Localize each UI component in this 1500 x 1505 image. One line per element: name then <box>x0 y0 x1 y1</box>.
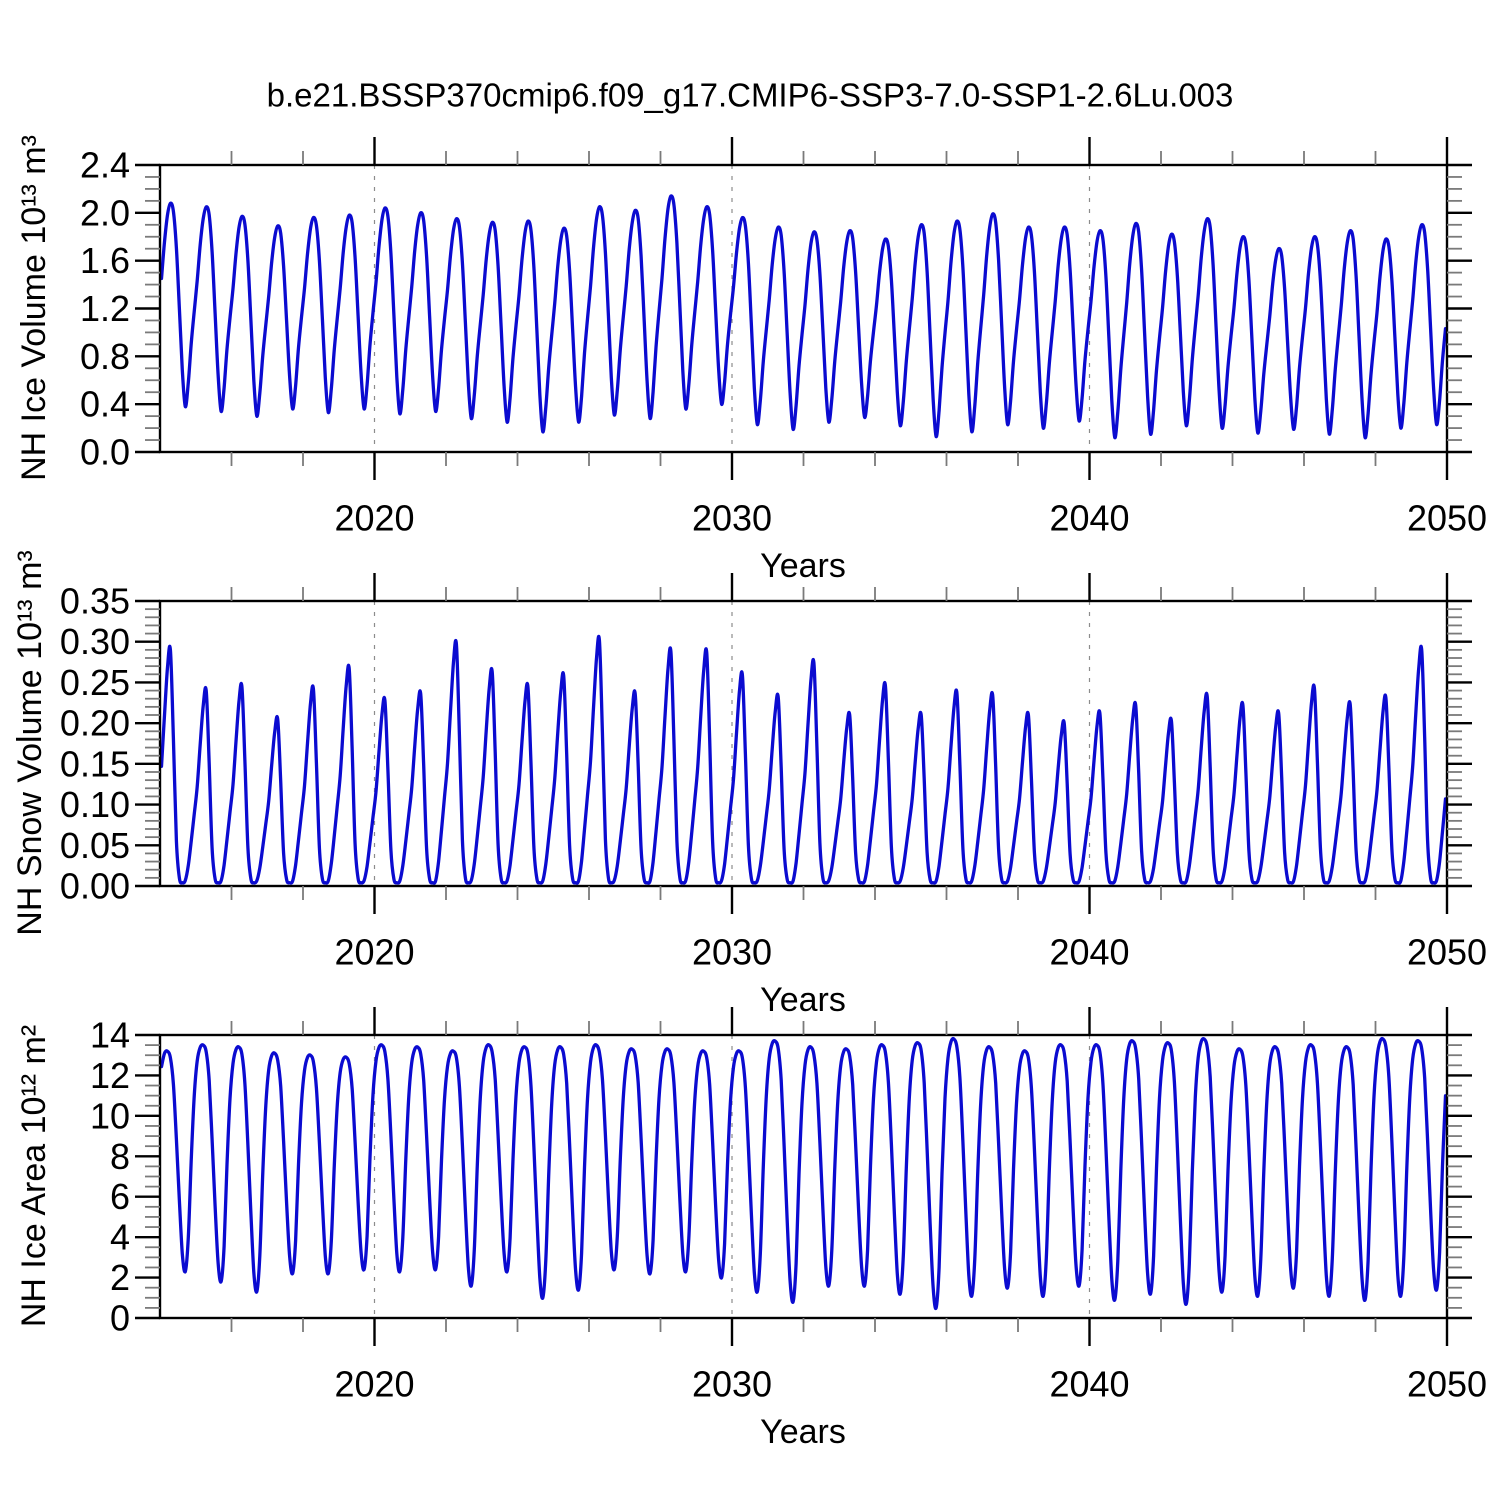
x-tick-label-2040: 2040 <box>1049 1364 1129 1405</box>
nh-snow-volume-line <box>159 634 1448 885</box>
x-tick-label-2020: 2020 <box>334 498 414 539</box>
ice-volume-panel: 2020 2030 2040 2050 0.0 0.4 0.8 1.2 1.6 2.0 2.4 <box>80 137 1487 539</box>
y-tick-label: 0.05 <box>60 825 130 866</box>
ice-area-y-axis-title: NH Ice Area 10¹² m² <box>15 1025 53 1327</box>
y-tick-label: 12 <box>90 1055 130 1096</box>
nh-ice-area-line <box>159 1036 1448 1311</box>
y-tick-label: 0.0 <box>80 432 130 473</box>
y-tick-label: 0.25 <box>60 662 130 703</box>
nh-ice-volume-line <box>159 194 1448 440</box>
y-tick-label: 0.15 <box>60 743 130 784</box>
x-tick-label-2020: 2020 <box>334 1364 414 1405</box>
ice-volume-x-axis-title: Years <box>760 547 846 585</box>
y-tick-label: 0.30 <box>60 621 130 662</box>
x-tick-label-2030: 2030 <box>692 498 772 539</box>
ice-volume-y-axis-title: NH Ice Volume 10¹³ m³ <box>15 135 53 481</box>
y-tick-label: 2.0 <box>80 192 130 233</box>
x-tick-label-2030: 2030 <box>692 932 772 973</box>
snow-volume-x-axis-title: Years <box>760 981 846 1019</box>
snow-volume-panel: 2020 2030 2040 2050 0.000.050.100.150.200.25… <box>60 573 1487 973</box>
y-tick-label: 14 <box>90 1015 130 1056</box>
snow-volume-y-axis-title: NH Snow Volume 10¹³ m³ <box>11 550 49 935</box>
y-tick-label: 4 <box>110 1217 130 1258</box>
y-tick-label: 2.4 <box>80 145 130 186</box>
y-tick-label: 1.6 <box>80 240 130 281</box>
x-tick-label-2020: 2020 <box>334 932 414 973</box>
x-tick-label-2040: 2040 <box>1049 932 1129 973</box>
x-tick-label-2040: 2040 <box>1049 498 1129 539</box>
plot-title: b.e21.BSSP370cmip6.f09_g17.CMIP6-SSP3-7.… <box>267 77 1234 114</box>
y-tick-label: 0.35 <box>60 581 130 622</box>
y-tick-label: 0 <box>110 1298 130 1339</box>
y-tick-label: 0.00 <box>60 866 130 907</box>
y-tick-label: 6 <box>110 1176 130 1217</box>
y-tick-label: 10 <box>90 1095 130 1136</box>
y-tick-label: 0.10 <box>60 784 130 825</box>
ice-area-x-axis-title: Years <box>760 1413 846 1451</box>
y-tick-label: 8 <box>110 1136 130 1177</box>
x-tick-label-2030: 2030 <box>692 1364 772 1405</box>
y-tick-label: 0.8 <box>80 336 130 377</box>
x-tick-label-2050: 2050 <box>1407 498 1487 539</box>
x-tick-label-2050: 2050 <box>1407 932 1487 973</box>
y-tick-label: 0.20 <box>60 703 130 744</box>
y-tick-label: 0.4 <box>80 384 130 425</box>
x-tick-label-2050: 2050 <box>1407 1364 1487 1405</box>
y-tick-label: 1.2 <box>80 288 130 329</box>
y-tick-label: 2 <box>110 1257 130 1298</box>
